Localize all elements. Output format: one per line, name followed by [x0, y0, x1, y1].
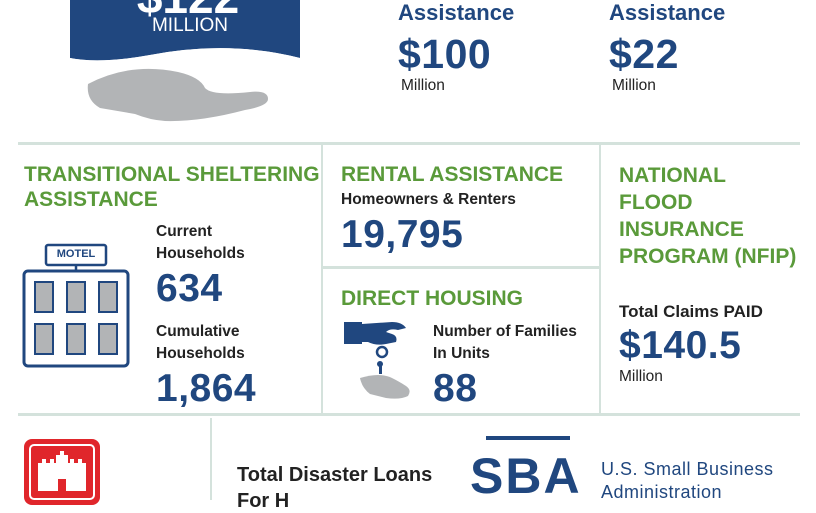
total-amount: $122	[108, 0, 268, 20]
other-needs-unit: Million	[612, 77, 656, 94]
usace-castle-logo	[22, 437, 102, 505]
motel-icon	[22, 240, 130, 370]
nfip-heading-4: PROGRAM (NFIP)	[619, 245, 797, 268]
divider	[210, 418, 212, 500]
tsa-current-label-2: Households	[156, 245, 245, 262]
disaster-loans-heading-cont: For H	[237, 490, 290, 512]
tsa-cumulative-value: 1,864	[156, 367, 257, 410]
nfip-claims-unit: Million	[619, 368, 663, 385]
divider	[18, 142, 800, 145]
housing-assistance-amount: $100	[398, 31, 492, 77]
sba-name-line1: U.S. Small Business	[601, 459, 774, 479]
housing-assistance-unit: Million	[401, 77, 445, 94]
rental-heading: RENTAL ASSISTANCE	[341, 163, 564, 186]
sba-logo-bar	[486, 436, 570, 440]
nfip-claims-value: $140.5	[619, 324, 742, 367]
nfip-claims-label: Total Claims PAID	[619, 302, 763, 321]
total-amount-unit: MILLION	[151, 15, 229, 36]
ihp-badge	[0, 0, 300, 130]
direct-label-2: In Units	[433, 345, 490, 362]
direct-value: 88	[433, 367, 478, 410]
key-hand-icon	[340, 316, 420, 406]
divider	[18, 413, 800, 416]
tsa-cumulative-label-1: Cumulative	[156, 323, 240, 340]
disaster-loans-heading: Total Disaster Loans	[237, 464, 433, 486]
motel-sign-text: MOTEL	[56, 248, 96, 260]
tsa-current-label-1: Current	[156, 223, 212, 240]
nfip-heading-1: NATIONAL	[619, 164, 726, 187]
tsa-heading-line2: ASSISTANCE	[24, 188, 158, 211]
rental-subheading: Homeowners & Renters	[341, 191, 516, 208]
housing-assistance-heading: Assistance	[398, 0, 515, 25]
divider	[323, 266, 599, 269]
nfip-heading-2: FLOOD	[619, 191, 693, 214]
direct-housing-heading: DIRECT HOUSING	[341, 287, 524, 310]
sba-name-line2: Administration	[601, 482, 723, 502]
sba-logo: SBA	[470, 448, 582, 504]
tsa-current-value: 634	[156, 267, 223, 310]
other-needs-heading: Assistance	[609, 0, 726, 25]
divider	[599, 145, 601, 413]
other-needs-amount: $22	[609, 31, 679, 77]
divider	[321, 145, 323, 413]
nfip-heading-3: INSURANCE	[619, 218, 744, 241]
rental-value: 19,795	[341, 213, 464, 256]
tsa-cumulative-label-2: Households	[156, 345, 245, 362]
hand-money-icon	[70, 0, 300, 122]
direct-label-1: Number of Families	[433, 323, 577, 340]
tsa-heading-line1: TRANSITIONAL SHELTERING	[24, 163, 320, 186]
